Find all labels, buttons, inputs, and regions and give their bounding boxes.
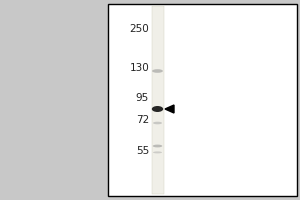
Ellipse shape xyxy=(153,151,162,153)
Ellipse shape xyxy=(152,69,163,73)
Text: 55: 55 xyxy=(136,146,149,156)
Text: 95: 95 xyxy=(136,93,149,103)
Text: 250: 250 xyxy=(129,24,149,34)
Ellipse shape xyxy=(152,106,163,112)
Text: 72: 72 xyxy=(136,115,149,125)
Text: 130: 130 xyxy=(129,63,149,73)
Polygon shape xyxy=(165,105,174,113)
Ellipse shape xyxy=(153,122,162,124)
Ellipse shape xyxy=(153,145,162,147)
Bar xyxy=(108,4,297,196)
Bar xyxy=(152,6,164,194)
